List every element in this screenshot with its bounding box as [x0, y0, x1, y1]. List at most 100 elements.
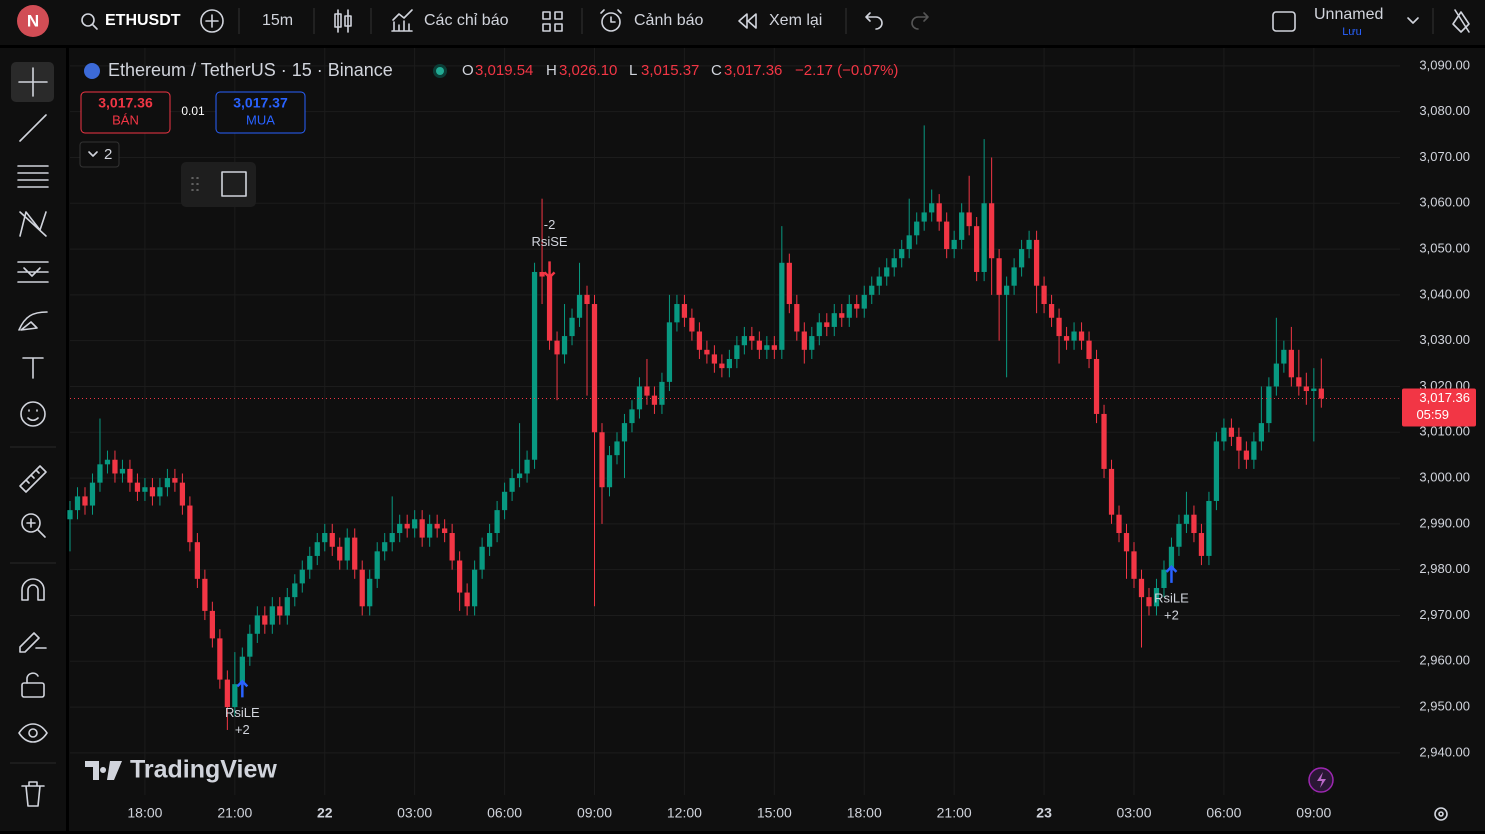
price-label-bg — [1402, 388, 1476, 427]
sell-button[interactable] — [80, 91, 171, 134]
indicators-toggle[interactable] — [79, 141, 120, 168]
candle-body — [486, 533, 493, 547]
lock-drawings[interactable] — [19, 632, 47, 653]
candle-body — [412, 519, 418, 529]
layout-name[interactable]: Unnamed — [1314, 6, 1383, 23]
candle-body — [164, 478, 171, 488]
candle-body — [906, 235, 912, 250]
y-tick-label: 3,090.00 — [1419, 57, 1470, 72]
zoom-tool[interactable] — [21, 513, 41, 533]
drag-handle[interactable] — [191, 177, 199, 191]
signal-label: RsiLE — [225, 705, 260, 720]
redo[interactable] — [911, 12, 929, 30]
candle-body — [344, 537, 350, 561]
alerts-button[interactable]: Cảnh báo — [634, 12, 703, 29]
candle-body — [689, 317, 695, 332]
watermark-logo — [85, 761, 122, 780]
crosshair-tool[interactable] — [18, 67, 48, 97]
delete-tool[interactable] — [21, 781, 45, 807]
symbol[interactable]: ETHUSDT — [105, 12, 181, 29]
candle-body — [1221, 427, 1227, 442]
price-label: 3,017.36 — [1419, 390, 1470, 405]
candle-body — [209, 610, 215, 639]
fib-tool[interactable] — [17, 165, 49, 188]
x-tick-label: 03:00 — [1116, 805, 1151, 821]
candle-body — [1198, 533, 1205, 556]
legend-o-label: O — [462, 62, 474, 79]
candle-body — [764, 345, 770, 350]
y-tick-label: 3,000.00 — [1419, 470, 1470, 485]
y-tick-label: 2,940.00 — [1419, 744, 1470, 759]
layout-icon[interactable] — [1272, 11, 1296, 32]
signal-arrow — [236, 679, 249, 698]
candle-body — [816, 322, 822, 337]
candle-body — [1056, 317, 1062, 337]
divider — [0, 45, 1485, 48]
buy-button[interactable] — [215, 91, 306, 134]
interval[interactable]: 15m — [262, 12, 293, 29]
measure-tool[interactable] — [19, 465, 47, 493]
prediction-tool[interactable] — [17, 261, 49, 283]
layout-menu[interactable] — [1407, 17, 1419, 24]
lock-tool — [26, 672, 39, 684]
layouts-icon[interactable] — [542, 11, 563, 32]
pattern-tool[interactable] — [19, 211, 47, 237]
brush-tool[interactable] — [18, 311, 48, 331]
candle-body — [1063, 336, 1070, 341]
candle-body — [457, 560, 463, 593]
undo[interactable] — [865, 12, 883, 30]
legend-l: 3,015.37 — [641, 62, 699, 79]
x-tick-label: 21:00 — [937, 805, 972, 821]
candle-body — [711, 354, 718, 364]
x-tick-label: 03:00 — [397, 805, 432, 821]
candle-body — [284, 597, 290, 616]
alert-icon — [600, 9, 622, 23]
candle-body — [1243, 450, 1250, 460]
candle-body — [884, 267, 890, 277]
add-symbol[interactable] — [200, 9, 224, 33]
candle-body — [554, 340, 560, 355]
quantity: 0.01 — [181, 104, 205, 118]
legend-c-label: C — [711, 62, 722, 79]
chart-type-icon[interactable] — [334, 9, 352, 33]
trend-line-tool[interactable] — [19, 114, 47, 142]
select-rect[interactable] — [221, 171, 247, 197]
candle-body — [996, 258, 1002, 295]
candle-body — [756, 340, 762, 350]
settings[interactable] — [1434, 807, 1448, 821]
candle-body — [1251, 441, 1257, 460]
candle-body — [1108, 468, 1115, 515]
candle-body — [1048, 304, 1055, 318]
candle-body — [599, 432, 605, 488]
candle-body — [1093, 358, 1100, 414]
candle-body — [239, 656, 245, 685]
candle-body — [82, 496, 88, 506]
candle-body — [1273, 363, 1279, 387]
candle-body — [359, 569, 365, 607]
avatar[interactable] — [17, 5, 49, 37]
indicators-button[interactable]: Các chỉ báo — [424, 12, 509, 29]
candle-body — [569, 317, 575, 337]
buy-label: MUA — [246, 112, 275, 127]
candle-body — [299, 569, 305, 584]
lock-tool[interactable] — [21, 682, 45, 698]
signal-label: +2 — [235, 722, 250, 737]
text-tool[interactable] — [22, 357, 44, 379]
y-tick-label: 3,060.00 — [1419, 195, 1470, 210]
signal-label: RsiLE — [1154, 590, 1189, 605]
hide-tool[interactable] — [18, 723, 48, 743]
legend-h-label: H — [546, 62, 557, 79]
settings — [1438, 811, 1444, 817]
candle-body — [404, 523, 410, 529]
candle-body — [127, 468, 133, 483]
legend: Ethereum / TetherUS · 15 · Binance O 3,0… — [84, 60, 898, 80]
icon-tool[interactable] — [20, 401, 46, 427]
candle-body — [1146, 597, 1152, 607]
save-label[interactable]: Lưu — [1342, 26, 1362, 38]
candle-body — [509, 478, 515, 492]
magnet-tool[interactable] — [21, 578, 45, 601]
candle-body — [157, 487, 163, 497]
replay-button[interactable]: Xem lại — [769, 12, 822, 29]
candle-body — [322, 533, 328, 543]
drawing-toggle[interactable] — [1452, 9, 1470, 33]
